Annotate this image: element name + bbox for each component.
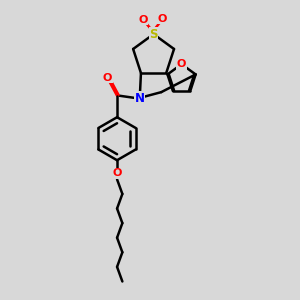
Text: N: N (135, 92, 145, 105)
Text: O: O (112, 168, 122, 178)
Text: O: O (157, 14, 167, 24)
Text: O: O (138, 15, 148, 25)
Text: O: O (103, 73, 112, 83)
Text: S: S (149, 28, 158, 40)
Text: O: O (177, 59, 186, 69)
